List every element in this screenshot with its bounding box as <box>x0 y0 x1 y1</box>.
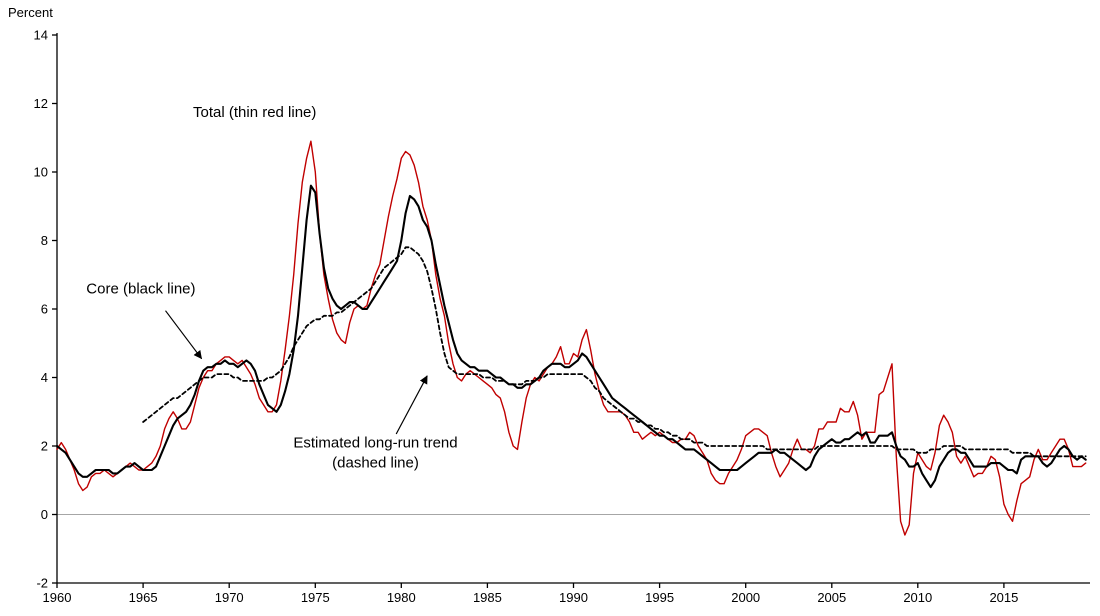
x-tick-label: 2005 <box>817 590 846 605</box>
y-tick-label: -2 <box>36 576 48 591</box>
y-tick-label: 10 <box>34 165 48 180</box>
trend-label-arrow <box>395 375 428 435</box>
x-tick-label: 1995 <box>645 590 674 605</box>
x-tick-label: 1970 <box>215 590 244 605</box>
y-tick-label: 8 <box>41 233 48 248</box>
x-tick-label: 1960 <box>43 590 72 605</box>
series-core <box>55 184 1087 489</box>
x-tick-label: 2015 <box>989 590 1018 605</box>
core-label-text: Core (black line) <box>86 281 195 298</box>
x-tick-label: 1965 <box>129 590 158 605</box>
y-tick-label: 6 <box>41 302 48 317</box>
y-tick-label: 4 <box>41 370 48 385</box>
y-axis-title: Percent <box>8 5 53 20</box>
x-tick-label: 1975 <box>301 590 330 605</box>
y-tick-label: 0 <box>41 507 48 522</box>
x-tick-label: 2010 <box>903 590 932 605</box>
trend-label-text: Estimated long-run trend <box>293 435 457 452</box>
trend-label-text: (dashed line) <box>332 455 419 472</box>
series-total <box>56 140 1087 536</box>
y-tick-label: 12 <box>34 96 48 111</box>
series-trend <box>142 246 1087 458</box>
x-tick-label: 2000 <box>731 590 760 605</box>
y-tick-label: 2 <box>41 439 48 454</box>
x-tick-label: 1980 <box>387 590 416 605</box>
core-label-arrow <box>165 310 203 360</box>
total-label-text: Total (thin red line) <box>193 104 316 121</box>
y-tick-label: 14 <box>34 28 48 43</box>
x-tick-label: 1985 <box>473 590 502 605</box>
x-tick-label: 1990 <box>559 590 588 605</box>
